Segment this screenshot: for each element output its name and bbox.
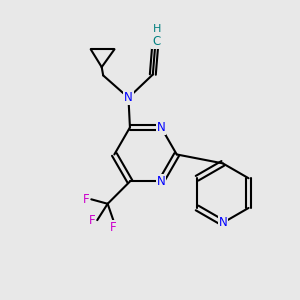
Text: F: F [82, 193, 89, 206]
Text: N: N [124, 91, 133, 104]
Text: N: N [157, 121, 166, 134]
Text: C: C [152, 35, 160, 48]
Text: F: F [110, 221, 117, 234]
Text: N: N [218, 216, 227, 229]
Text: F: F [88, 214, 95, 227]
Text: H: H [153, 24, 161, 34]
Text: N: N [157, 175, 166, 188]
